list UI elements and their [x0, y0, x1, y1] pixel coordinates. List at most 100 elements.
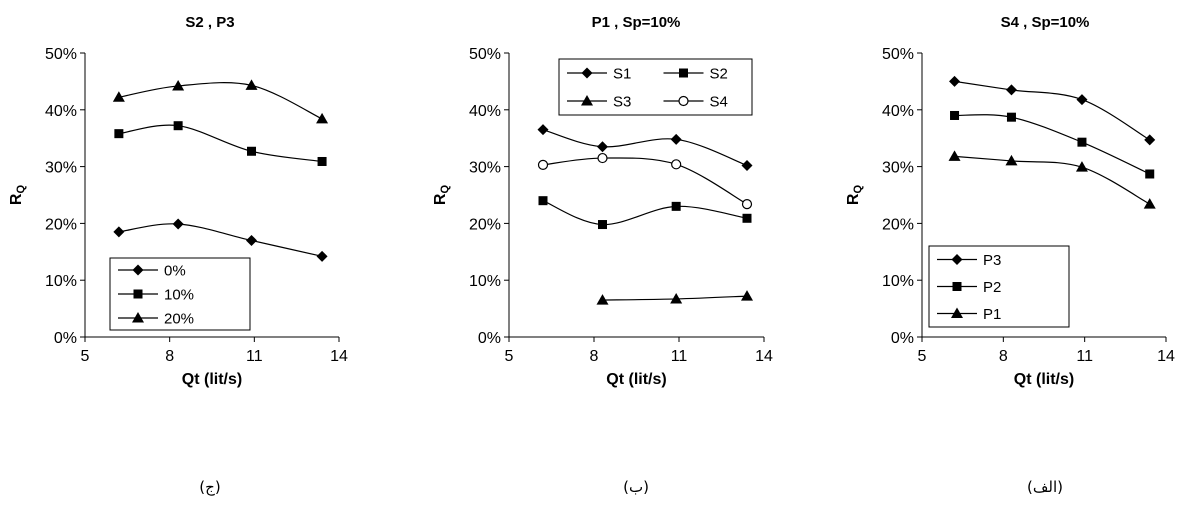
data-point — [596, 294, 609, 305]
legend-entry: P2 — [937, 279, 1001, 296]
y-tick-label: 50% — [882, 46, 914, 63]
series-line — [954, 114, 1150, 175]
legend-entry: 0% — [118, 263, 186, 280]
legend: 0% 10% 20% — [109, 257, 251, 331]
y-tick-label: 20% — [45, 216, 77, 233]
chart-panel-2: P1 , Sp=10% 0% 10% 20% 30% 40% 50% 5 8 11 14 Qt (li… — [432, 14, 773, 496]
legend-label: S2 — [710, 66, 728, 83]
data-point — [1145, 169, 1155, 179]
data-point — [1077, 137, 1087, 147]
legend: S1 S2 S3 S4 — [558, 58, 753, 116]
x-tick-label: 11 — [671, 348, 688, 365]
legend-label: P2 — [983, 279, 1001, 296]
data-point — [1006, 112, 1016, 122]
legend-label: S3 — [613, 94, 631, 111]
data-point — [1143, 198, 1156, 209]
x-tick-label: 5 — [918, 348, 927, 365]
chart-title: S4 , Sp=10% — [1001, 14, 1090, 31]
y-tick-label: 30% — [45, 160, 77, 177]
y-axis-label: RQ — [845, 185, 864, 206]
series-line — [118, 223, 323, 257]
legend-entry: 10% — [118, 287, 194, 304]
legend-marker — [679, 68, 688, 78]
data-point — [671, 159, 682, 170]
series-line — [118, 124, 323, 163]
series-P2 — [950, 110, 1155, 179]
legend-box — [558, 58, 753, 116]
legend-marker — [952, 282, 962, 291]
legend-label: P1 — [983, 306, 1001, 323]
legend-marker — [581, 67, 593, 79]
series-line — [118, 82, 323, 120]
series-P3 — [949, 75, 1156, 146]
data-point — [247, 146, 257, 156]
legend-label: 0% — [164, 263, 186, 280]
y-tick-label: 40% — [45, 103, 77, 120]
data-point — [114, 129, 124, 139]
y-tick-label: 0% — [478, 330, 501, 347]
legend: P3 P2 P1 — [928, 245, 1070, 328]
legend-entry: P1 — [937, 306, 1001, 323]
y-tick-label: 30% — [882, 160, 914, 177]
y-tick-label: 10% — [469, 273, 501, 290]
legend-marker — [581, 95, 593, 106]
legend-entry: S1 — [567, 66, 631, 83]
data-point — [670, 133, 682, 145]
y-tick-label: 40% — [469, 103, 501, 120]
x-tick-label: 8 — [999, 348, 1008, 365]
legend-marker — [951, 307, 963, 318]
data-point — [742, 213, 752, 223]
data-point — [949, 75, 961, 87]
x-axis-label: Qt (lit/s) — [606, 371, 666, 388]
legend-label: S4 — [710, 94, 728, 111]
data-point — [172, 79, 185, 91]
data-point — [741, 290, 753, 301]
data-point — [1076, 94, 1088, 106]
legend-entry: S2 — [663, 66, 728, 83]
x-tick-label: 14 — [330, 348, 348, 365]
x-tick-label: 8 — [165, 348, 174, 365]
series-S3 — [596, 290, 753, 305]
legend-marker — [132, 312, 144, 323]
chart-panel-1: S2 , P3 0% 10% 20% 30% 40% 50% 5 8 11 14 Qt (lit/s)… — [8, 14, 348, 497]
data-point — [113, 226, 125, 238]
legend-label: S1 — [613, 66, 631, 83]
x-tick-label: 11 — [1076, 348, 1093, 365]
x-tick-label: 14 — [755, 348, 773, 365]
series-S4 — [537, 152, 753, 210]
y-tick-label: 50% — [45, 46, 77, 63]
series-10% — [114, 121, 327, 166]
series-P1 — [948, 150, 1156, 209]
legend-marker — [678, 95, 689, 107]
data-point — [112, 91, 125, 102]
series-20% — [112, 79, 329, 124]
y-tick-label: 0% — [891, 330, 914, 347]
data-point — [598, 220, 607, 230]
chart-title: S2 , P3 — [185, 14, 234, 31]
y-tick-label: 10% — [882, 273, 914, 290]
data-point — [741, 198, 753, 210]
data-point — [1075, 161, 1088, 172]
data-point — [948, 150, 961, 161]
series-line — [542, 200, 748, 226]
x-axis-label: Qt (lit/s) — [182, 371, 242, 388]
x-tick-label: 11 — [246, 348, 263, 365]
x-tick-label: 8 — [590, 348, 599, 365]
data-point — [317, 156, 327, 166]
data-point — [1144, 134, 1156, 146]
legend-entry: 20% — [118, 311, 194, 328]
data-point — [246, 234, 258, 246]
data-point — [597, 152, 608, 164]
legend-marker — [133, 289, 143, 299]
legend-entry: P3 — [937, 252, 1001, 269]
y-tick-label: 30% — [469, 160, 501, 177]
data-point — [172, 218, 184, 230]
legend-label: 10% — [164, 287, 194, 304]
legend-marker — [132, 264, 144, 276]
x-axis-label: Qt (lit/s) — [1014, 371, 1074, 388]
data-point — [741, 159, 753, 171]
y-tick-label: 20% — [469, 216, 501, 233]
data-point — [537, 159, 549, 170]
chart-panel-3: S4 , Sp=10% 0% 10% 20% 30% 40% 50% 5 8 11 14 Qt (li… — [845, 14, 1175, 496]
panel-caption: (الف) — [1027, 478, 1063, 496]
